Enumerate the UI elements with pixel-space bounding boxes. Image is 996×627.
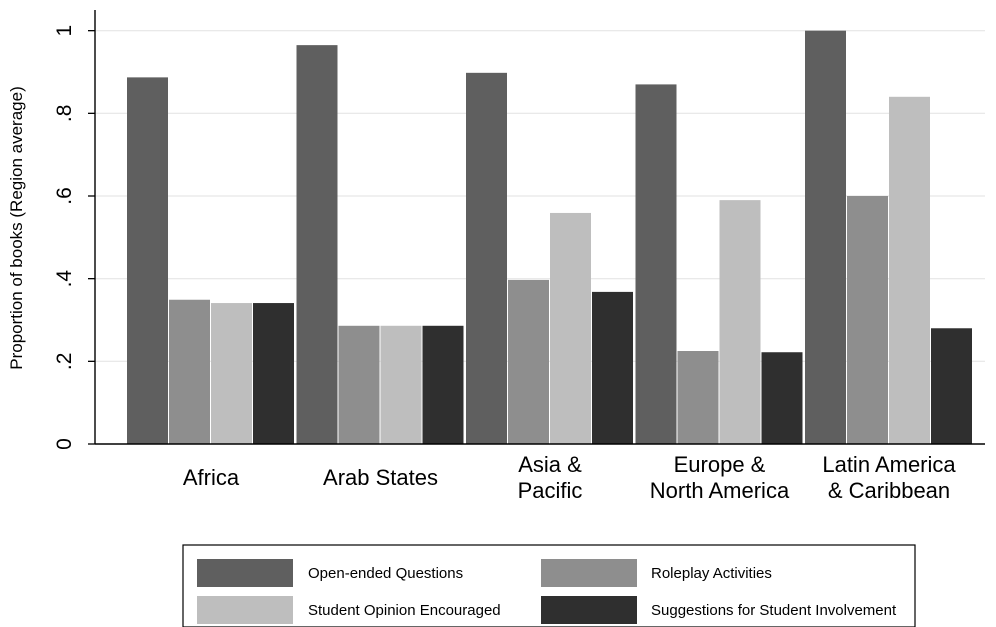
y-tick-labels: 0 .2 .4 .6 .8 1 xyxy=(53,25,76,450)
bar xyxy=(508,279,549,444)
bar xyxy=(466,72,507,445)
y-tick-label: .6 xyxy=(53,187,76,205)
legend-swatch xyxy=(541,596,637,624)
category-label: & Caribbean xyxy=(828,478,950,503)
bar xyxy=(635,84,677,445)
bar xyxy=(422,325,464,444)
bar xyxy=(889,96,930,445)
legend: Open-ended Questions Roleplay Activities S… xyxy=(182,544,916,627)
bars xyxy=(127,30,972,445)
category-label: North America xyxy=(650,478,790,503)
legend-swatch xyxy=(541,559,637,587)
category-label: Latin America xyxy=(822,452,956,477)
legend-label: Suggestions for Student Involvement xyxy=(651,602,897,619)
y-axis-label: Proportion of books (Region average) xyxy=(7,86,26,370)
y-tick-label: .8 xyxy=(53,105,76,123)
category-labels: Africa Arab States Asia &Pacific Europe &No… xyxy=(183,452,957,503)
category-label: Arab States xyxy=(323,465,438,490)
bar xyxy=(805,30,846,445)
bar xyxy=(296,45,338,445)
bar xyxy=(169,299,210,444)
bar xyxy=(550,212,591,444)
bar xyxy=(677,351,719,444)
bar xyxy=(127,77,168,444)
bar xyxy=(380,325,422,444)
category-label: Africa xyxy=(183,465,240,490)
y-tick-label: .4 xyxy=(53,270,76,288)
bar xyxy=(931,328,972,444)
bar xyxy=(761,352,803,444)
legend-label: Student Opinion Encouraged xyxy=(308,602,501,619)
bar xyxy=(211,303,252,444)
category-label: Asia & xyxy=(518,452,582,477)
bar xyxy=(338,325,380,444)
category-label: Europe & xyxy=(674,452,766,477)
y-tick-label: 1 xyxy=(53,25,76,37)
legend-swatch xyxy=(197,559,293,587)
y-tick-label: .2 xyxy=(53,353,76,371)
legend-label: Roleplay Activities xyxy=(651,565,772,582)
bar xyxy=(847,196,888,444)
legend-swatch xyxy=(197,596,293,624)
legend-label: Open-ended Questions xyxy=(308,565,463,582)
category-label: Pacific xyxy=(518,478,583,503)
bar xyxy=(253,303,294,444)
y-tick-label: 0 xyxy=(53,438,76,450)
axes xyxy=(88,10,985,445)
bar xyxy=(719,200,761,444)
bar xyxy=(592,291,633,444)
